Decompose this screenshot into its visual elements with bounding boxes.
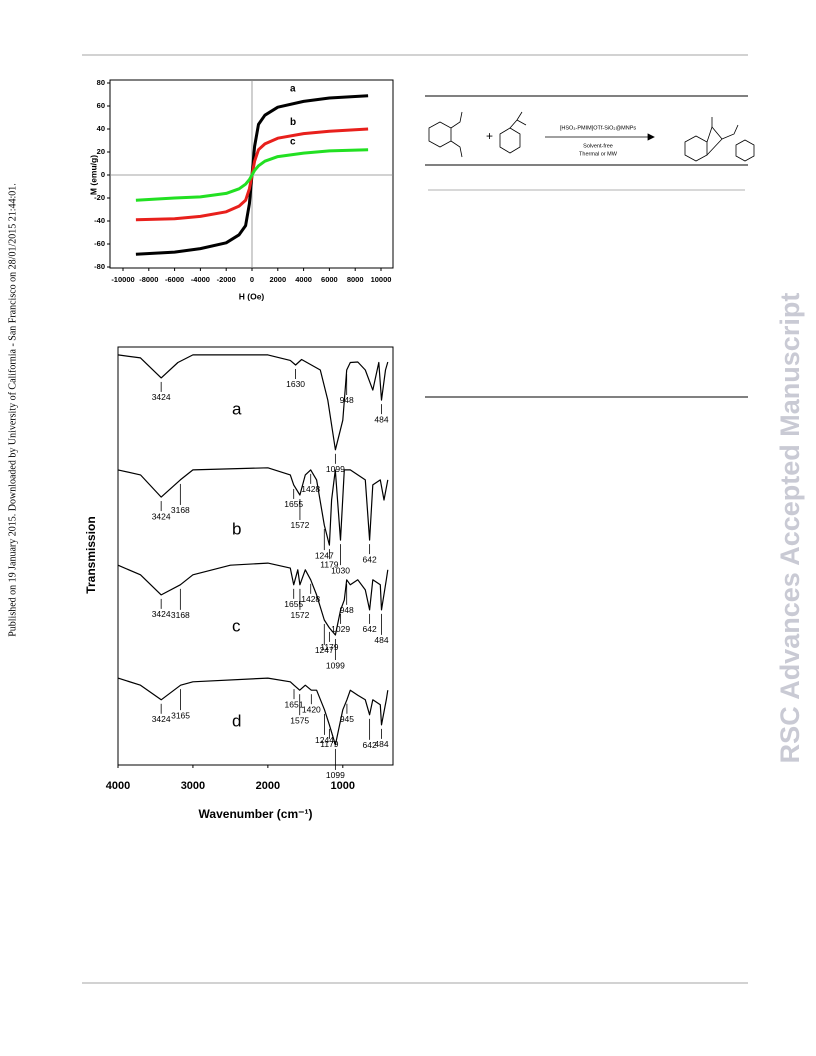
series-label: c <box>232 616 241 635</box>
peak-label: 3168 <box>171 505 190 515</box>
series-label: b <box>290 117 296 128</box>
x-tick-label: 0 <box>250 275 254 284</box>
x-tick-label: -2000 <box>217 275 236 284</box>
series-label: c <box>290 136 296 147</box>
peak-label: 1572 <box>290 520 309 530</box>
watermark: RSC Advances Accepted Manuscript <box>775 293 805 764</box>
x-tick-label: -10000 <box>111 275 134 284</box>
x-tick-label: 2000 <box>256 780 280 792</box>
y-tick-label: -80 <box>94 262 105 271</box>
peak-label: 3424 <box>152 609 171 619</box>
y-tick-label: -40 <box>94 216 105 225</box>
peak-label: 484 <box>374 739 388 749</box>
x-tick-label: 6000 <box>321 275 338 284</box>
peak-label: 1575 <box>290 715 309 725</box>
peak-label: 1655 <box>284 599 303 609</box>
peak-label: 642 <box>363 554 377 564</box>
peak-label: 1179 <box>320 642 339 652</box>
y-tick-label: 20 <box>97 147 105 156</box>
peak-label: 3424 <box>152 511 171 521</box>
peak-label: 1247 <box>315 645 334 655</box>
peak-label: 1099 <box>326 660 345 670</box>
scheme <box>425 95 755 398</box>
y-tick-label: 80 <box>97 78 105 87</box>
peak-label: 3165 <box>171 710 190 720</box>
x-axis-label: H (Oe) <box>239 291 265 301</box>
x-tick-label: 1000 <box>331 780 355 792</box>
curve <box>117 562 389 636</box>
peak-label: 1029 <box>331 624 350 634</box>
plot-frame <box>117 346 394 766</box>
peak-label: 1655 <box>284 499 303 509</box>
y-axis-label: Transmission <box>84 516 98 593</box>
y-tick-label: -60 <box>94 239 105 248</box>
peak-label: 3424 <box>152 714 171 724</box>
x-tick-label: 4000 <box>295 275 312 284</box>
x-tick-label: 8000 <box>347 275 364 284</box>
peak-label: 1428 <box>301 484 320 494</box>
plus: + <box>486 129 493 143</box>
x-tick-label: 2000 <box>269 275 286 284</box>
y-tick-label: 60 <box>97 101 105 110</box>
peak-label: 1030 <box>331 565 350 575</box>
peak-label: 484 <box>374 635 388 645</box>
y-tick-label: 0 <box>101 170 105 179</box>
peak-label: 642 <box>363 624 377 634</box>
series-label: b <box>232 519 241 538</box>
series-label: d <box>232 711 241 730</box>
peak-label: 1099 <box>326 464 345 474</box>
y-axis-label: M (emu/g) <box>88 155 98 195</box>
peak-label: 642 <box>363 740 377 750</box>
peak-label: 3168 <box>171 610 190 620</box>
curve <box>117 677 389 746</box>
x-tick-label: -6000 <box>165 275 184 284</box>
peak-label: 1572 <box>290 610 309 620</box>
curve <box>117 354 389 451</box>
y-tick-label: -20 <box>94 193 105 202</box>
x-tick-label: 3000 <box>181 780 205 792</box>
series-label: a <box>232 399 242 418</box>
sidebar-note: Published on 19 January 2015. Downloaded… <box>7 183 18 637</box>
curve <box>135 148 369 202</box>
peak-label: 1420 <box>302 704 321 714</box>
reagent: [HSO₃-PMIM]OTf-SiO₂@MNPs <box>560 125 637 131</box>
peak-label: 1179 <box>320 559 339 569</box>
peak-label: 1651 <box>285 699 304 709</box>
peak-label: 948 <box>340 395 354 405</box>
peak-label: 945 <box>340 714 354 724</box>
series-label: a <box>290 84 296 95</box>
peak-label: 1247 <box>315 550 334 560</box>
peak-label: 484 <box>374 414 388 424</box>
peak-label: 1244 <box>315 735 334 745</box>
curve <box>117 467 389 546</box>
y-tick-label: 40 <box>97 124 105 133</box>
peak-label: 948 <box>340 605 354 615</box>
peak-label: 1099 <box>326 770 345 780</box>
x-tick-label: 10000 <box>371 275 392 284</box>
peak-label: 1179 <box>320 739 339 749</box>
x-tick-label: -8000 <box>139 275 158 284</box>
condition: Thermal or MW <box>579 151 618 157</box>
x-tick-label: 4000 <box>106 780 130 792</box>
peak-label: 1630 <box>286 379 305 389</box>
x-axis-label: Wavenumber (cm⁻¹) <box>199 807 313 821</box>
x-tick-label: -4000 <box>191 275 210 284</box>
peak-label: 3424 <box>152 392 171 402</box>
condition: Solvent-free <box>583 143 613 149</box>
peak-label: 1428 <box>301 594 320 604</box>
